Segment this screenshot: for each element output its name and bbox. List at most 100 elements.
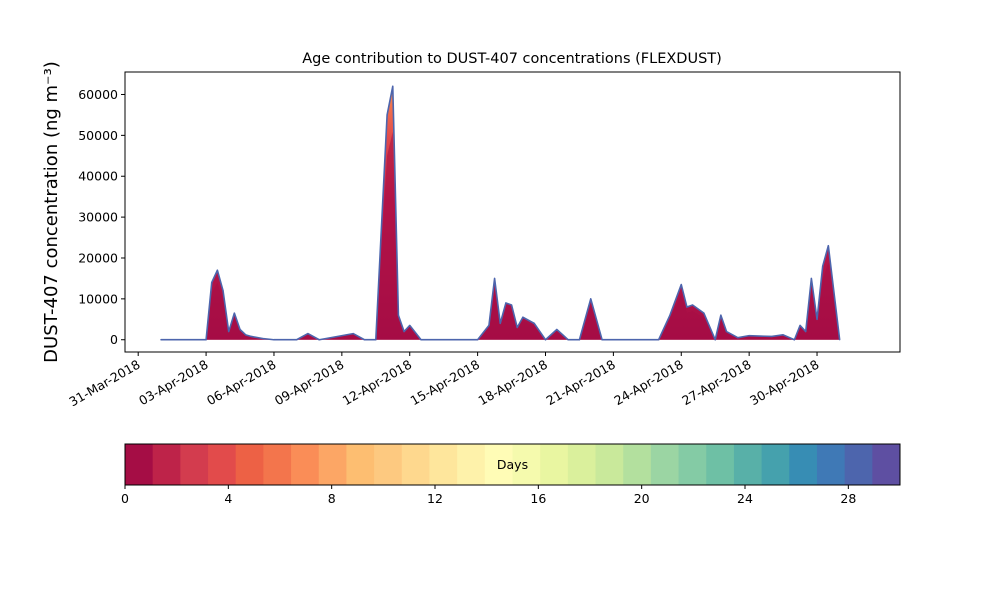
data-point (669, 314, 671, 316)
data-point (420, 339, 422, 341)
data-point (782, 334, 784, 336)
data-point (839, 339, 841, 341)
data-point (522, 316, 524, 318)
data-point (510, 304, 513, 306)
data-point (392, 85, 394, 87)
colorbar-segment (263, 444, 292, 485)
x-tick-label: 18-Apr-2018 (476, 357, 550, 409)
x-tick-label: 24-Apr-2018 (611, 357, 685, 409)
colorbar: 0 4 8 12 16 20 24 28 Days (121, 443, 901, 506)
data-point (216, 269, 218, 271)
data-point (533, 322, 535, 324)
data-point (601, 339, 603, 341)
colorbar-segment (125, 444, 154, 485)
y-tick-label: 60000 (78, 87, 118, 102)
colorbar-segment (789, 444, 818, 485)
y-axis: 0 10000 20000 30000 40000 50000 60000 (78, 87, 125, 347)
data-point (505, 302, 507, 304)
colorbar-segment (484, 444, 513, 485)
colorbar-segment (401, 444, 430, 485)
colorbar-segment (844, 444, 873, 485)
data-point (363, 339, 366, 341)
data-point (822, 265, 824, 267)
data-point (233, 312, 235, 314)
data-point (205, 339, 207, 341)
data-point (805, 330, 807, 333)
data-point (262, 337, 264, 340)
data-point (488, 324, 490, 327)
data-point (567, 339, 569, 341)
colorbar-segment (540, 444, 569, 485)
colorbar-tick-label: 20 (634, 491, 650, 506)
data-point (454, 339, 456, 341)
age-contribution-young-area (160, 131, 840, 340)
data-point (578, 339, 581, 341)
data-point (318, 339, 320, 341)
data-point (228, 330, 230, 333)
data-point (635, 339, 637, 341)
data-point (816, 318, 818, 320)
colorbar-segment (512, 444, 541, 485)
x-tick-label: 30-Apr-2018 (747, 357, 821, 409)
data-point (443, 339, 445, 341)
colorbar-tick-label: 12 (427, 491, 443, 506)
data-point (403, 330, 405, 333)
age-contribution-area (160, 86, 840, 340)
y-tick-label: 40000 (78, 169, 118, 184)
data-point (714, 339, 716, 341)
colorbar-tick-label: 24 (737, 491, 753, 506)
colorbar-segment (235, 444, 264, 485)
data-point (810, 277, 812, 280)
colorbar-segment (623, 444, 652, 485)
colorbar-segment (567, 444, 597, 485)
data-point (793, 339, 796, 341)
colorbar-segment (595, 444, 624, 485)
data-point (222, 290, 224, 292)
x-tick-label: 09-Apr-2018 (272, 357, 346, 409)
data-point (771, 335, 773, 338)
data-point (307, 333, 309, 335)
x-tick-label: 31-Mar-2018 (66, 357, 142, 410)
colorbar-label: Days (497, 457, 528, 472)
colorbar-segment (761, 444, 790, 485)
data-point (737, 337, 739, 339)
data-point (273, 339, 275, 341)
y-axis-label: DUST-407 concentration (ng m⁻³) (41, 61, 62, 363)
data-point (725, 330, 728, 333)
chart-title: Age contribution to DUST-407 concentrati… (302, 51, 722, 67)
x-tick-label: 15-Apr-2018 (408, 357, 482, 409)
x-tick-label: 21-Apr-2018 (543, 357, 617, 409)
data-point (499, 322, 501, 324)
colorbar-segment (346, 444, 375, 485)
data-point (658, 339, 660, 341)
colorbar-tick-label: 8 (328, 491, 336, 506)
data-point (556, 328, 558, 331)
data-point (544, 339, 547, 341)
y-tick-label: 0 (110, 332, 118, 347)
data-point (386, 114, 388, 116)
colorbar-tick-label: 16 (530, 491, 546, 506)
colorbar-frame (124, 443, 901, 486)
colorbar-segment (872, 444, 901, 485)
x-tick-label: 27-Apr-2018 (679, 357, 753, 409)
data-point (720, 314, 722, 316)
colorbar-segment (733, 444, 763, 485)
colorbar-segment (816, 444, 846, 485)
data-point (612, 339, 614, 341)
data-point (375, 339, 377, 341)
colorbar-segment (318, 444, 347, 485)
x-tick-label: 12-Apr-2018 (340, 357, 414, 409)
data-point (477, 339, 479, 341)
colorbar-segment (180, 444, 209, 485)
colorbar-segment (291, 444, 320, 485)
total-concentration-line (160, 85, 841, 341)
data-point (827, 245, 829, 247)
data-point (211, 281, 213, 284)
data-point (493, 277, 496, 280)
colorbar-segment (208, 444, 237, 485)
colorbar-tick-label: 0 (121, 491, 129, 506)
data-point (245, 334, 247, 336)
plot-frame (124, 71, 901, 353)
data-point (703, 312, 705, 314)
data-point (239, 328, 241, 331)
